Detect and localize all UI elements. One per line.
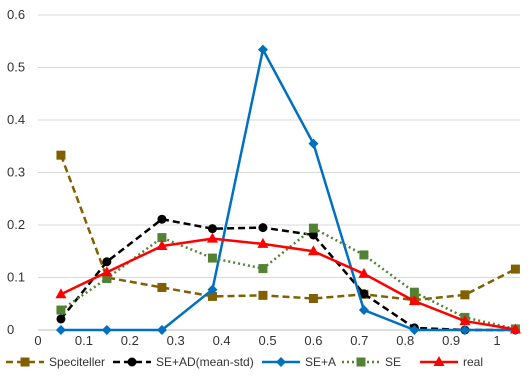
legend: Speciteller SE+AD(mean-std) SE+A SE real bbox=[6, 355, 483, 369]
data-point-real-7 bbox=[408, 295, 420, 306]
data-point-se-a-1 bbox=[101, 325, 112, 335]
legend-label-se: SE bbox=[385, 355, 401, 369]
x-tick-label-0-7: 0.7 bbox=[350, 333, 368, 348]
data-point-se-6 bbox=[359, 250, 369, 260]
x-tick-label-0: 0 bbox=[34, 333, 41, 348]
data-point-real-9 bbox=[509, 323, 521, 334]
data-point-se-a-0 bbox=[55, 325, 66, 335]
legend-label-se-a: SE+A bbox=[305, 355, 336, 369]
legend-item-real: real bbox=[420, 355, 483, 369]
x-tick-label-0-4: 0.4 bbox=[213, 333, 231, 348]
legend-item-se-ad-mean-std: SE+AD(mean-std) bbox=[113, 355, 254, 369]
data-point-se-5 bbox=[308, 223, 318, 233]
data-point-real-8 bbox=[459, 315, 471, 326]
data-point-se-2 bbox=[157, 233, 167, 243]
legend-marker-se-a bbox=[276, 357, 286, 367]
x-tick-label-1: 1 bbox=[493, 333, 500, 348]
y-tick-label-0-1: 0.1 bbox=[7, 270, 25, 285]
series-group bbox=[55, 44, 521, 335]
data-point-se-a-3 bbox=[207, 284, 218, 295]
data-point-se-ad-mean-std-0 bbox=[56, 314, 66, 324]
x-tick-label-0-3: 0.3 bbox=[167, 333, 185, 348]
legend-marker-se bbox=[356, 357, 366, 367]
data-point-se-ad-mean-std-4 bbox=[258, 223, 268, 233]
data-point-real-6 bbox=[358, 267, 370, 278]
data-point-se-1 bbox=[102, 274, 112, 284]
data-point-se-0 bbox=[56, 305, 66, 315]
data-point-se-a-2 bbox=[156, 325, 167, 335]
data-point-se-ad-mean-std-1 bbox=[102, 257, 112, 267]
series-real bbox=[55, 232, 521, 334]
series-speciteller bbox=[56, 150, 520, 305]
series-line-se-a bbox=[60, 48, 516, 332]
x-tick-label-0-9: 0.9 bbox=[442, 333, 460, 348]
data-point-se-a-5 bbox=[308, 138, 319, 149]
y-tick-label-0-6: 0.6 bbox=[7, 7, 25, 22]
series-line-se-ad-mean-std bbox=[59, 217, 516, 332]
data-point-se-a-8 bbox=[459, 325, 470, 335]
legend-item-speciteller: Speciteller bbox=[6, 355, 105, 369]
series-se-a bbox=[55, 44, 521, 335]
y-tick-label-0-3: 0.3 bbox=[7, 165, 25, 180]
x-tick-label-0-2: 0.2 bbox=[121, 333, 139, 348]
legend-item-se: SE bbox=[342, 355, 401, 369]
y-tick-label-0-2: 0.2 bbox=[7, 217, 25, 232]
series-line-real bbox=[60, 237, 516, 331]
data-point-se-4 bbox=[258, 264, 268, 274]
data-point-speciteller-3 bbox=[207, 291, 217, 301]
data-point-speciteller-8 bbox=[460, 290, 470, 300]
x-tick-label-0-8: 0.8 bbox=[396, 333, 414, 348]
x-tick-label-0-6: 0.6 bbox=[304, 333, 322, 348]
legend-marker-se-ad-mean-std bbox=[127, 357, 137, 367]
data-point-se-ad-mean-std-6 bbox=[359, 289, 369, 299]
y-axis-tick-labels: 0 0.1 0.2 0.3 0.4 0.5 0.6 bbox=[7, 7, 25, 337]
series-line-speciteller bbox=[59, 154, 516, 302]
series-se bbox=[56, 223, 520, 334]
x-axis-tick-labels: 0 0.1 0.2 0.3 0.4 0.5 0.6 0.7 0.8 0.9 1 bbox=[34, 333, 500, 348]
legend-label-real: real bbox=[463, 355, 483, 369]
data-point-real-2 bbox=[156, 240, 168, 250]
legend-label-se-ad-mean-std: SE+AD(mean-std) bbox=[156, 355, 254, 369]
data-point-speciteller-9 bbox=[510, 264, 520, 274]
legend-marker-real bbox=[433, 356, 445, 366]
data-point-se-ad-mean-std-3 bbox=[207, 224, 217, 234]
legend-marker-speciteller bbox=[20, 357, 30, 367]
data-point-real-1 bbox=[101, 266, 113, 277]
data-point-se-ad-mean-std-2 bbox=[157, 214, 167, 224]
data-point-se-a-7 bbox=[409, 325, 420, 335]
data-point-se-a-4 bbox=[257, 44, 268, 55]
x-tick-label-0-5: 0.5 bbox=[258, 333, 276, 348]
data-point-speciteller-4 bbox=[258, 290, 268, 300]
data-point-real-0 bbox=[55, 288, 67, 299]
data-point-se-ad-mean-std-5 bbox=[308, 230, 318, 240]
y-tick-label-0: 0 bbox=[7, 322, 14, 337]
x-tick-label-0-1: 0.1 bbox=[75, 333, 93, 348]
data-point-speciteller-5 bbox=[308, 294, 318, 303]
legend-item-se-a: SE+A bbox=[262, 355, 336, 369]
data-point-real-3 bbox=[206, 232, 218, 243]
data-point-real-4 bbox=[257, 237, 269, 248]
data-point-real-5 bbox=[307, 245, 319, 256]
legend-label-speciteller: Speciteller bbox=[49, 355, 105, 369]
data-point-se-7 bbox=[409, 287, 419, 297]
gridlines bbox=[38, 14, 520, 278]
data-point-se-a-6 bbox=[358, 305, 369, 316]
data-point-speciteller-2 bbox=[157, 282, 167, 292]
data-point-speciteller-0 bbox=[56, 150, 66, 160]
y-tick-label-0-5: 0.5 bbox=[7, 60, 25, 75]
y-tick-label-0-4: 0.4 bbox=[7, 112, 25, 127]
data-point-se-3 bbox=[207, 253, 217, 263]
